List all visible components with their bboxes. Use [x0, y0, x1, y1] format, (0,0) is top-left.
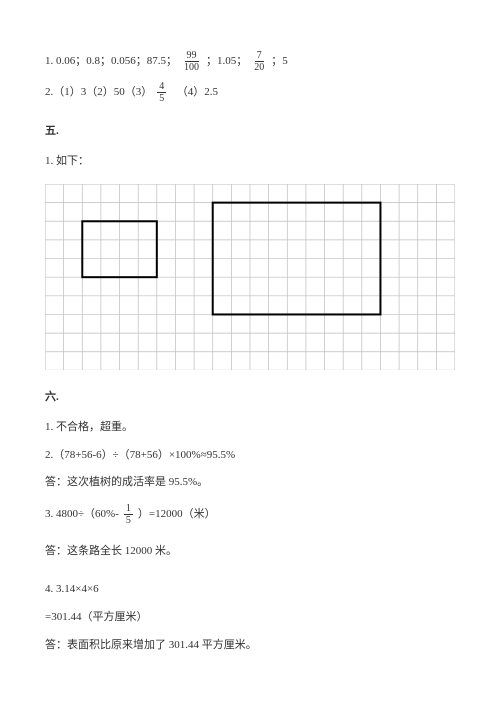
text: 1. 0.06；0.8；0.056；87.5； — [45, 52, 177, 72]
section-5-title: 五. — [45, 122, 455, 142]
denominator: 20 — [252, 62, 266, 73]
fraction: 7 20 — [252, 50, 266, 73]
fraction: 99 100 — [182, 50, 201, 73]
text: （4）2.5 — [171, 83, 218, 103]
grid-diagram — [45, 184, 455, 370]
text: ）=12000（米） — [138, 505, 216, 525]
answer-line-1: 1. 0.06；0.8；0.056；87.5； 99 100 ；1.05； 7 … — [45, 50, 455, 73]
q3-answer: 答：这条路全长 12000 米。 — [45, 542, 455, 562]
q3-calc: 3. 4800÷（60%- 1 5 ）=12000（米） — [45, 503, 455, 526]
numerator: 4 — [157, 81, 166, 93]
q4-line2: =301.44（平方厘米） — [45, 608, 455, 628]
text: ；1.05； — [206, 52, 247, 72]
text: ；5 — [271, 52, 288, 72]
text: 2.（1）3（2）50（3） — [45, 83, 152, 103]
numerator: 1 — [124, 503, 133, 515]
numerator: 99 — [185, 50, 199, 62]
fraction: 4 5 — [157, 81, 166, 104]
q4-answer: 答：表面积比原来增加了 301.44 平方厘米。 — [45, 636, 455, 656]
section-6-title: 六. — [45, 388, 455, 408]
denominator: 100 — [182, 62, 201, 73]
denominator: 5 — [157, 93, 166, 104]
q2-calc: 2.（78+56-6）÷（78+56）×100%≈95.5% — [45, 446, 455, 466]
denominator: 5 — [124, 515, 133, 526]
answer-line-2: 2.（1）3（2）50（3） 4 5 （4）2.5 — [45, 81, 455, 104]
text: 3. 4800÷（60%- — [45, 505, 119, 525]
section-5-item1: 1. 如下： — [45, 152, 455, 172]
q2-answer: 答：这次植树的成活率是 95.5%。 — [45, 473, 455, 493]
q4-line1: 4. 3.14×4×6 — [45, 580, 455, 600]
numerator: 7 — [255, 50, 264, 62]
grid-svg — [45, 184, 455, 370]
q1: 1. 不合格，超重。 — [45, 418, 455, 438]
fraction: 1 5 — [124, 503, 133, 526]
